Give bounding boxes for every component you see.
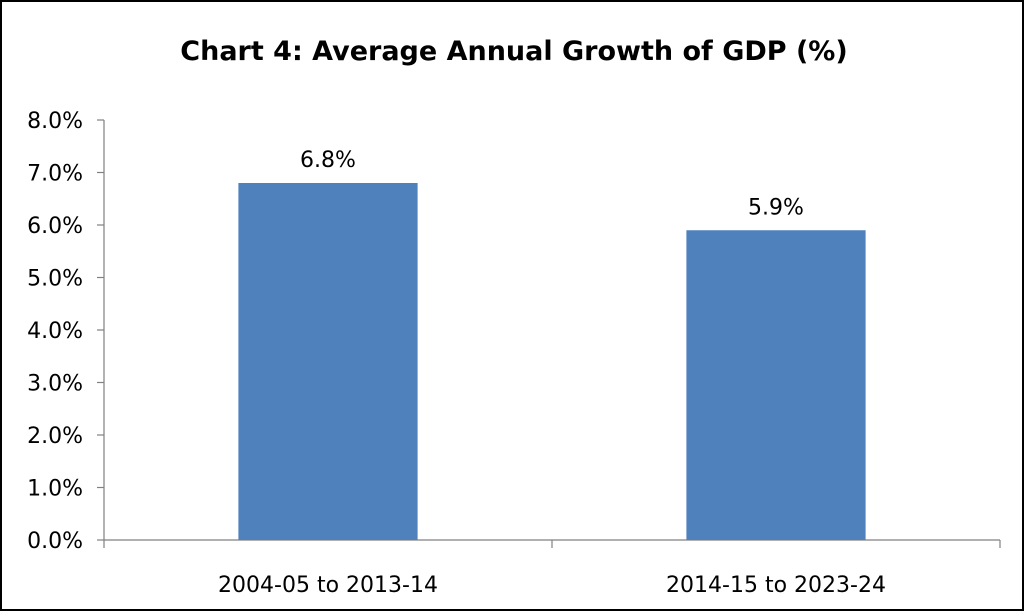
bar (686, 230, 866, 540)
y-tick-label: 5.0% (27, 267, 83, 292)
data-label: 5.9% (748, 195, 804, 220)
bar (238, 183, 418, 540)
y-tick-label: 8.0% (27, 109, 83, 134)
x-category-label: 2004-05 to 2013-14 (218, 573, 438, 598)
y-tick-label: 3.0% (27, 372, 83, 397)
x-category-label: 2014-15 to 2023-24 (666, 573, 886, 598)
y-tick-label: 1.0% (27, 477, 83, 502)
y-tick-label: 0.0% (27, 529, 83, 554)
y-tick-label: 7.0% (27, 162, 83, 187)
y-tick-label: 2.0% (27, 424, 83, 449)
y-tick-label: 6.0% (27, 214, 83, 239)
data-label: 6.8% (300, 148, 356, 173)
chart-title: Chart 4: Average Annual Growth of GDP (%… (180, 36, 848, 67)
y-tick-label: 4.0% (27, 319, 83, 344)
